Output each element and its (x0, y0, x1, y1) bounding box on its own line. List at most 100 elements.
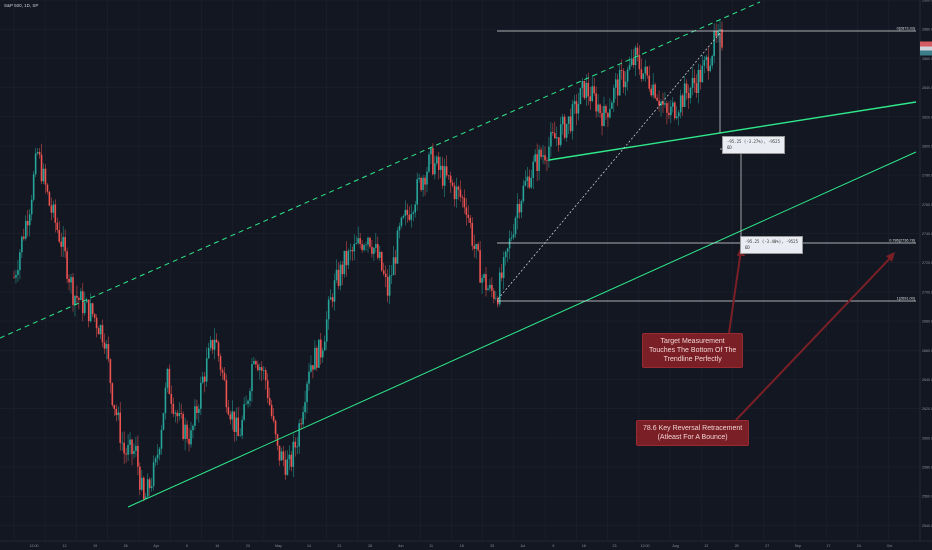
candle-body (205, 358, 208, 382)
candle-body (137, 445, 139, 467)
x-tick-label: 26 (124, 544, 128, 548)
candle-body (461, 196, 464, 198)
candle-body (709, 65, 711, 72)
candle-body (152, 462, 155, 487)
candle-body (156, 454, 159, 459)
candle-body (235, 417, 238, 432)
candle-body (266, 380, 269, 399)
candle-body (552, 132, 554, 134)
candle-body (89, 303, 92, 322)
candle-body (278, 445, 281, 461)
candle-body (178, 413, 180, 417)
candle-body (624, 81, 627, 88)
candle-body (15, 274, 17, 278)
candle-body (310, 365, 312, 372)
candle-body (74, 295, 76, 305)
candle-body (229, 414, 232, 420)
candle-body (36, 152, 39, 154)
candle-body (357, 238, 359, 244)
candle-body (514, 217, 517, 235)
candle-body (469, 217, 472, 224)
candle-body (544, 155, 546, 161)
candle-body (402, 215, 405, 218)
candle-body (339, 264, 342, 286)
y-tick-label: 2900.00 (922, 0, 932, 3)
candle-body (556, 137, 558, 139)
candle-body (481, 278, 483, 283)
y-tick-label: 2860.00 (922, 57, 932, 61)
candle-body (164, 387, 167, 414)
candle-body (611, 102, 613, 109)
candle-body (245, 403, 247, 405)
candle-body (241, 419, 243, 436)
candle-body (526, 176, 529, 182)
candle-body (172, 403, 175, 414)
candle-body (408, 214, 411, 220)
x-tick-label: 9 (186, 544, 188, 548)
candle-body (666, 103, 668, 113)
candle-body (186, 424, 188, 439)
candle-body (455, 186, 458, 200)
x-tick-label: Oct (887, 544, 893, 548)
candle-body (447, 175, 450, 176)
candle-body (85, 299, 88, 303)
candle-body (660, 101, 662, 106)
candle-body (121, 442, 123, 444)
candle-body (457, 186, 460, 190)
candle-body (453, 185, 456, 200)
candle-body (567, 116, 570, 124)
candle-body (719, 29, 721, 31)
candle-body (56, 222, 59, 230)
candle-body (298, 423, 300, 447)
candle-body (434, 163, 436, 175)
candle-body (211, 340, 214, 350)
candle-body (449, 175, 452, 183)
candle-body (642, 73, 645, 79)
candle-body (670, 106, 672, 116)
candle-body (654, 84, 656, 98)
candle-body (68, 278, 70, 283)
x-tick-label: 27 (765, 544, 769, 548)
candle-body (439, 165, 442, 171)
candle-body (154, 458, 157, 463)
candle-body (380, 251, 383, 271)
candle-body (294, 441, 297, 448)
candle-body (438, 156, 440, 171)
candle-body (209, 340, 212, 349)
candle-body (493, 290, 495, 299)
candle-body (605, 106, 607, 113)
candle-body (129, 439, 131, 445)
candle-body (70, 277, 72, 283)
x-tick-label: 17 (826, 544, 830, 548)
candle-body (689, 87, 692, 99)
candle-body (418, 177, 420, 180)
candle-body (331, 297, 334, 302)
candle-body (573, 101, 576, 105)
candle-body (54, 204, 57, 223)
candle-body (491, 284, 493, 291)
candle-body (628, 65, 631, 70)
candle-body (23, 236, 25, 239)
candle-body (290, 454, 293, 467)
candle-body (432, 148, 434, 175)
candle-body (500, 272, 503, 278)
candle-body (200, 382, 202, 409)
candle-body (296, 446, 298, 448)
candle-body (384, 273, 387, 278)
candle-body (445, 166, 448, 176)
x-tick-label: 13 (704, 544, 708, 548)
candle-body (506, 248, 509, 252)
y-tick-label: 2740.00 (922, 232, 932, 236)
candle-body (30, 199, 33, 215)
candle-body (257, 364, 259, 371)
candle-body (609, 108, 611, 118)
candle-body (441, 165, 444, 186)
candle-body (46, 184, 49, 192)
x-tick-label: 9 (552, 544, 554, 548)
candle-body (502, 257, 505, 278)
target-note: Target Measurement Touches The Bottom Of… (642, 333, 744, 368)
candle-body (406, 209, 409, 215)
x-tick-label: 28 (368, 544, 372, 548)
